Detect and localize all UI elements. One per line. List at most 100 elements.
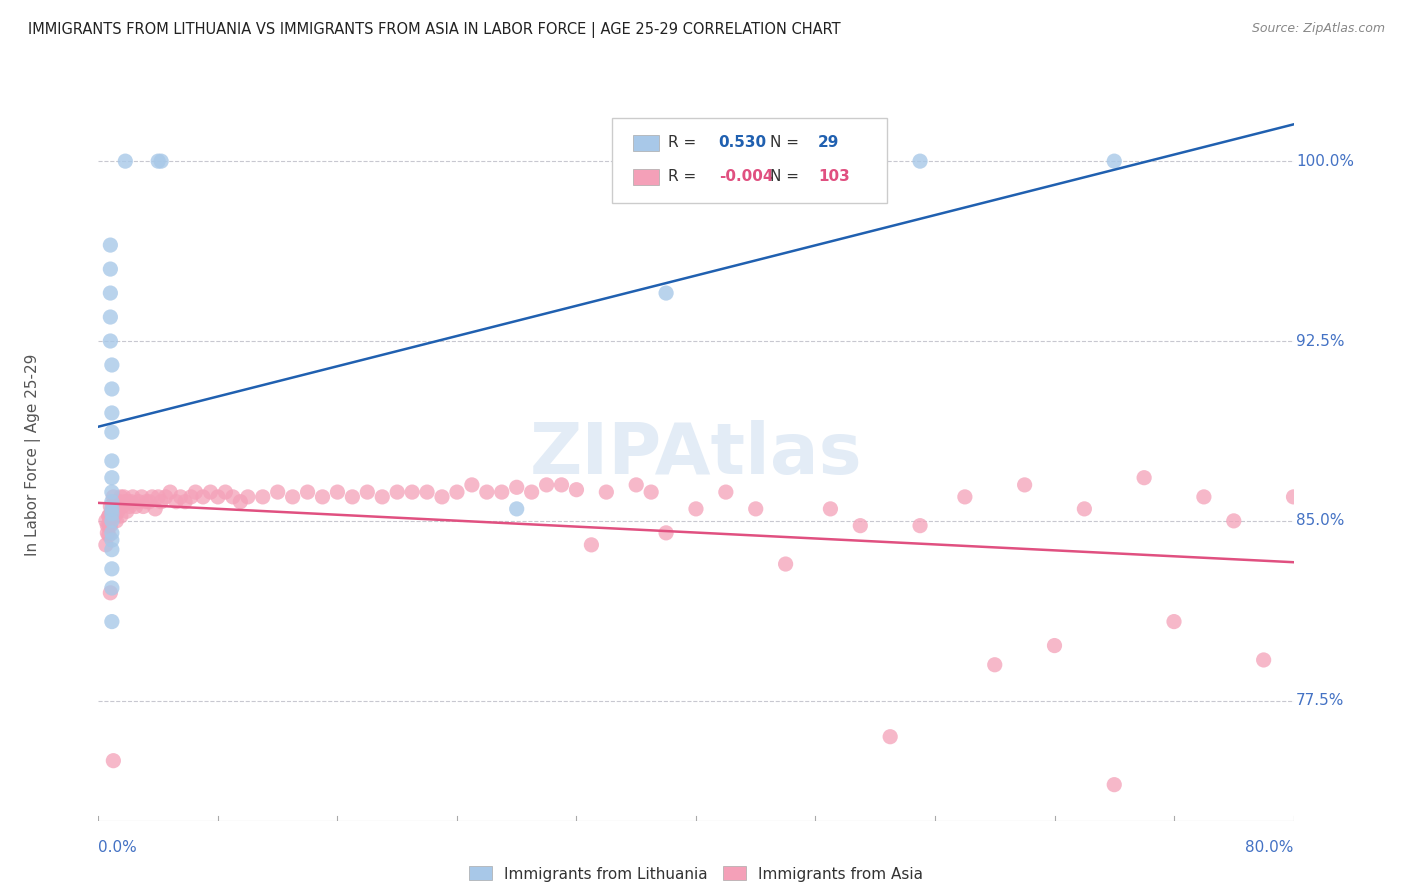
- FancyBboxPatch shape: [612, 119, 887, 202]
- Point: [581, 538, 603, 552]
- Point: [879, 730, 901, 744]
- Point: [385, 485, 409, 500]
- Point: [98, 500, 122, 514]
- Point: [200, 485, 222, 500]
- Point: [281, 490, 304, 504]
- Point: [101, 494, 124, 508]
- Point: [98, 286, 122, 301]
- Point: [101, 425, 124, 439]
- Legend: Immigrants from Lithuania, Immigrants from Asia: Immigrants from Lithuania, Immigrants fr…: [464, 862, 928, 886]
- Point: [430, 490, 453, 504]
- Point: [1073, 501, 1095, 516]
- Point: [745, 501, 768, 516]
- Point: [101, 562, 124, 576]
- Point: [121, 490, 143, 504]
- Point: [1253, 653, 1275, 667]
- Text: R =: R =: [668, 169, 697, 185]
- Point: [110, 509, 132, 524]
- Point: [356, 485, 378, 500]
- Point: [138, 494, 160, 508]
- Point: [155, 490, 177, 504]
- FancyBboxPatch shape: [633, 169, 659, 185]
- Point: [114, 154, 136, 169]
- Point: [101, 525, 124, 540]
- Point: [105, 500, 128, 514]
- Point: [97, 528, 120, 542]
- Point: [97, 509, 120, 524]
- Point: [371, 490, 394, 504]
- Point: [491, 485, 513, 500]
- Text: 100.0%: 100.0%: [1296, 153, 1354, 169]
- Point: [101, 382, 124, 396]
- Point: [1133, 471, 1156, 485]
- Point: [98, 262, 122, 277]
- Point: [131, 490, 153, 504]
- Point: [1223, 514, 1246, 528]
- Point: [98, 509, 122, 524]
- Point: [96, 518, 118, 533]
- Point: [96, 525, 118, 540]
- Point: [114, 494, 136, 508]
- Point: [565, 483, 588, 497]
- Text: In Labor Force | Age 25-29: In Labor Force | Age 25-29: [25, 354, 41, 556]
- Point: [416, 485, 439, 500]
- Point: [132, 500, 155, 514]
- Text: R =: R =: [668, 135, 697, 150]
- Point: [180, 490, 202, 504]
- Point: [446, 485, 468, 500]
- Point: [98, 238, 122, 252]
- Point: [1043, 639, 1066, 653]
- Point: [159, 485, 181, 500]
- Point: [101, 485, 124, 500]
- Text: N =: N =: [770, 169, 799, 185]
- Point: [148, 490, 170, 504]
- Point: [97, 509, 120, 524]
- Point: [214, 485, 236, 500]
- Point: [98, 334, 122, 348]
- Point: [1104, 154, 1126, 169]
- Point: [101, 501, 124, 516]
- Point: [101, 514, 124, 528]
- Point: [103, 490, 125, 504]
- Point: [108, 494, 131, 508]
- Point: [685, 501, 707, 516]
- Point: [105, 514, 128, 528]
- Point: [107, 504, 129, 518]
- Point: [150, 154, 173, 169]
- Point: [101, 504, 124, 518]
- Point: [104, 509, 127, 524]
- Point: [536, 478, 558, 492]
- Text: ZIPAtlas: ZIPAtlas: [530, 420, 862, 490]
- FancyBboxPatch shape: [633, 135, 659, 151]
- Point: [775, 557, 797, 571]
- Point: [141, 490, 163, 504]
- Point: [820, 501, 842, 516]
- Point: [640, 485, 662, 500]
- Point: [342, 490, 364, 504]
- Point: [101, 507, 124, 521]
- Point: [148, 154, 170, 169]
- Point: [506, 480, 529, 494]
- Point: [236, 490, 259, 504]
- Text: IMMIGRANTS FROM LITHUANIA VS IMMIGRANTS FROM ASIA IN LABOR FORCE | AGE 25-29 COR: IMMIGRANTS FROM LITHUANIA VS IMMIGRANTS …: [28, 22, 841, 38]
- Point: [120, 494, 142, 508]
- Text: -0.004: -0.004: [718, 169, 773, 185]
- Point: [117, 494, 139, 508]
- Point: [401, 485, 423, 500]
- Point: [506, 501, 529, 516]
- Text: 0.530: 0.530: [718, 135, 766, 150]
- Point: [125, 500, 148, 514]
- Point: [101, 358, 124, 372]
- Point: [169, 490, 191, 504]
- Point: [103, 754, 125, 768]
- Point: [908, 518, 931, 533]
- Point: [311, 490, 333, 504]
- Text: N =: N =: [770, 135, 799, 150]
- Point: [97, 518, 120, 533]
- Point: [252, 490, 274, 504]
- Point: [101, 454, 124, 468]
- Point: [655, 286, 678, 301]
- Text: 92.5%: 92.5%: [1296, 334, 1344, 349]
- Point: [1163, 615, 1185, 629]
- Point: [207, 490, 229, 504]
